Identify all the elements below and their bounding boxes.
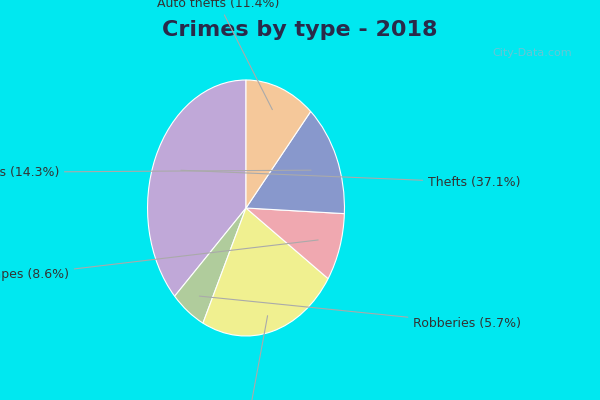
Text: Rapes (8.6%): Rapes (8.6%) (0, 240, 318, 281)
Wedge shape (246, 80, 311, 208)
Text: Auto thefts (11.4%): Auto thefts (11.4%) (157, 0, 280, 110)
Text: Robberies (5.7%): Robberies (5.7%) (199, 296, 521, 330)
Wedge shape (203, 208, 328, 336)
Wedge shape (148, 80, 246, 296)
Wedge shape (175, 208, 246, 323)
Text: City-Data.com: City-Data.com (492, 48, 572, 58)
Wedge shape (246, 208, 344, 279)
Text: Assaults (14.3%): Assaults (14.3%) (0, 166, 311, 179)
Text: Burglaries (22.9%): Burglaries (22.9%) (188, 316, 304, 400)
Text: Crimes by type - 2018: Crimes by type - 2018 (162, 20, 438, 40)
Wedge shape (246, 112, 344, 214)
Text: Thefts (37.1%): Thefts (37.1%) (181, 170, 521, 189)
